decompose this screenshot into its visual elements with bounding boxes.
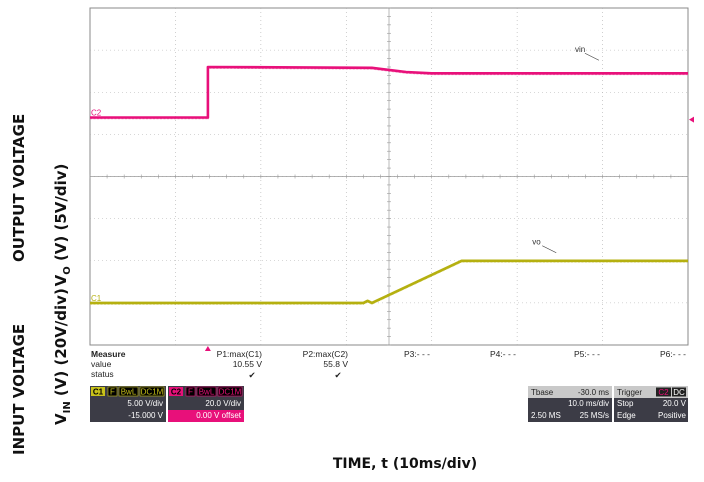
channel-marker-C1: C1 [91,294,102,303]
y-axis-title-output: OUTPUT VOLTAGE VO (V) (5V/div) [10,114,73,287]
measure-col-label: P2:max(C2) [303,349,349,359]
timebase-label: Tbase [531,388,554,397]
ch2-panel-offset: 0.00 V offset [196,411,242,420]
trigger-channel-bg [656,387,671,397]
timebase-rate: 25 MS/s [580,411,609,420]
measure-col-value: 55.8 V [323,359,348,369]
series-label-vo: vo [532,238,541,247]
measure-row-status: status [91,369,114,379]
ylabel-top-rest: (V) (5V/div) [52,164,70,267]
trigger-time-marker [204,346,211,351]
ch2-panel-badge: BwL [199,388,215,397]
ch2-panel-badge: DC1M [219,388,242,397]
measure-col-value: 10.55 V [233,359,263,369]
ch2-panel-badge-bg [196,386,217,397]
ch1-panel-badge-bg [139,386,165,397]
measure-row-value: value [91,359,112,369]
svg-text:OUTPUT VOLTAGE: OUTPUT VOLTAGE [10,114,28,262]
trigger-slope: Positive [658,411,687,420]
trigger-level-marker [689,116,694,123]
measure-header: Measure [91,349,126,359]
timebase-tdiv: 10.0 ms/div [568,399,609,408]
ch2-panel-badge-bg [217,386,243,397]
timebase-header-bg [528,386,612,398]
trigger-type: Edge [617,411,636,420]
ylabel-bottom-combined: VIN (V) (20V/div) [52,288,73,425]
timebase-panel: Tbase -30.0 ms 10.0 ms/div 2.50 MS 25 MS/s [528,386,612,422]
svg-text:VO (V) (5V/div): VO (V) (5V/div) [52,164,73,287]
measure-col-status: ✔ [248,370,255,380]
ylabel-bottom-rest: (V) (20V/div) [52,288,70,401]
measure-col-label: P5:- - - [574,349,600,359]
plot-area: C2vinC1voMeasurevaluestatusP1:max(C1)10.… [89,7,694,422]
series-leader-vin [584,52,600,61]
measure-col-label: P1:max(C1) [217,349,263,359]
ylabel-bottom-sub: IN [62,401,73,413]
trigger-mode: Stop [617,399,634,408]
trigger-coupling-bg [672,387,686,397]
ch1-panel-badge: BwL [121,388,137,397]
trigger-panel: Trigger C2 DC Stop 20.0 V Edge Positive [614,386,688,422]
ch2-panel-id: C2 [171,388,182,397]
grid [89,7,689,346]
ch1-panel-offset: -15.000 V [128,411,163,420]
series-noise-vo [90,261,688,305]
series-leader-vo [542,245,557,254]
ch2-panel-vdiv: 20.0 V/div [205,399,241,408]
y-axis-title-input: INPUT VOLTAGE VIN (V) (20V/div) [10,288,73,455]
ylabel-bottom-v: V [52,413,70,425]
ch2-panel-badge-bg [185,386,196,397]
ch2-panel-id-badge [169,387,183,396]
timebase-samples: 2.50 MS [531,411,561,420]
timebase-value: -30.0 ms [578,388,609,397]
ch1-panel: C1 F BwL DC1M 5.00 V/div -15.000 V [90,386,166,422]
series-label-vin: vin [575,45,585,54]
ch2-panel-offset-bg [168,410,244,422]
ch1-panel-badge: F [110,388,115,397]
ch1-panel-badge-bg [118,386,139,397]
measure-col-label: P6:- - - [660,349,686,359]
trigger-label: Trigger [617,388,642,397]
ch2-panel-badge: F [188,388,193,397]
ylabel-bottom-line1: INPUT VOLTAGE [10,324,28,455]
series-vo: C1 vo [90,238,688,305]
ch1-panel-badge-bg [107,386,118,397]
measure-col-label: P3:- - - [404,349,430,359]
ch1-panel-vdiv: 5.00 V/div [127,399,163,408]
trigger-coupling: DC [673,388,685,397]
ch1-panel-id: C1 [93,388,104,397]
measure-col-status: ✔ [334,370,341,380]
ch1-panel-id-badge [91,387,105,396]
ylabel-top-line1: OUTPUT VOLTAGE [10,114,28,262]
measure-col-label: P4:- - - [490,349,516,359]
trigger-channel: C2 [658,388,669,397]
trigger-level: 20.0 V [663,399,687,408]
series-vin: C2 vin [90,45,688,120]
ylabel-top-v: V [52,274,70,286]
channel-marker-C2: C2 [91,109,102,118]
series-noise-vin [90,67,688,120]
x-axis-title: TIME, t (10ms/div) [333,456,477,472]
ch2-panel: C2 F BwL DC1M 20.0 V/div 0.00 V offset [168,386,244,422]
ch1-panel-badge: DC1M [141,388,164,397]
ylabel-top-sub: O [62,266,73,275]
series-line-vo [90,259,688,305]
